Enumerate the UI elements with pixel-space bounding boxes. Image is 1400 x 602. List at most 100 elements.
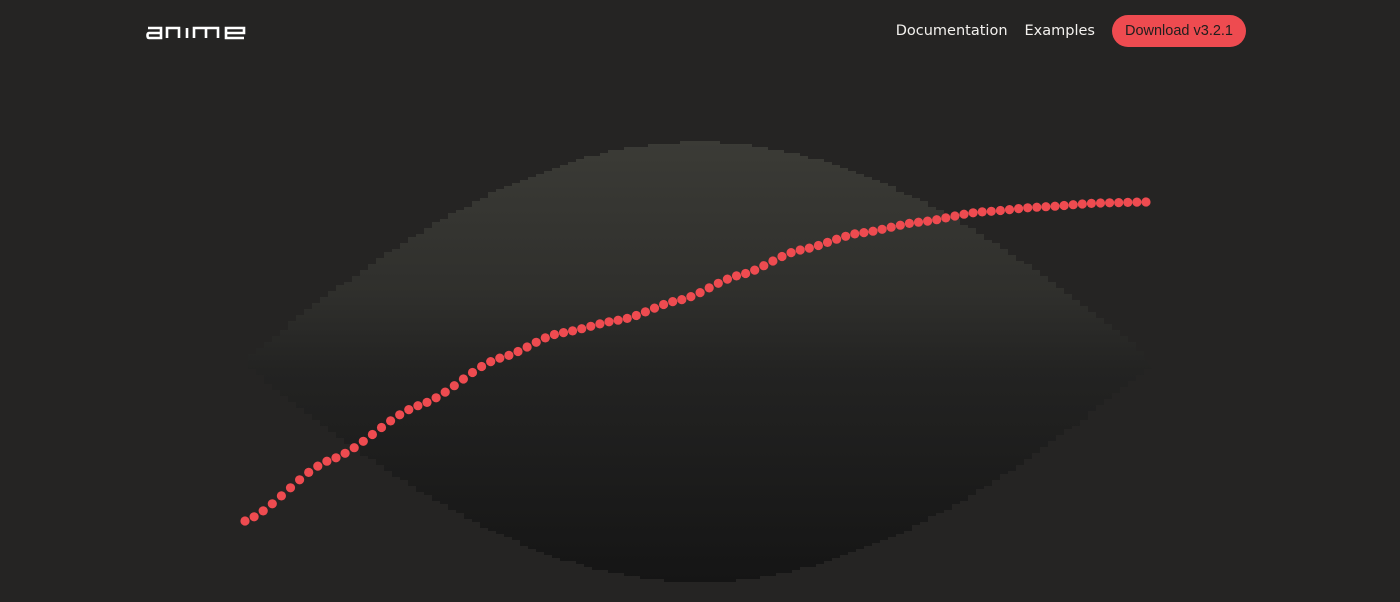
animated-dot: [850, 229, 860, 239]
anime-wordmark-logo[interactable]: [146, 21, 246, 41]
animated-dot: [768, 256, 778, 266]
animated-dot: [395, 410, 405, 420]
animated-dot: [440, 387, 450, 397]
animated-dot: [258, 506, 268, 516]
animated-dot: [622, 313, 632, 323]
animated-dot: [1014, 204, 1024, 214]
animated-dot: [285, 483, 296, 493]
animated-dot: [586, 321, 596, 331]
animated-dot: [386, 416, 396, 426]
animated-dot: [859, 228, 869, 238]
animated-dot: [422, 397, 432, 407]
animated-dot: [522, 342, 532, 352]
animated-dot: [467, 367, 478, 378]
animated-dot: [558, 328, 569, 338]
animated-dot: [841, 231, 851, 241]
animated-dot: [1095, 198, 1106, 208]
animated-dot: [932, 215, 942, 225]
header: Documentation Examples Download v3.2.1: [0, 0, 1400, 62]
animated-dot: [1059, 200, 1069, 211]
animated-dot: [458, 374, 468, 384]
animated-dot: [1050, 201, 1060, 211]
animated-dot: [950, 211, 960, 221]
main-nav: Documentation Examples Download v3.2.1: [896, 15, 1246, 47]
animated-dot: [832, 234, 842, 244]
animated-dot: [804, 243, 814, 253]
animated-dot: [649, 303, 660, 313]
animated-dot: [713, 278, 723, 288]
animated-dot: [668, 297, 678, 307]
animated-dot: [376, 422, 387, 433]
animated-dot: [1141, 197, 1151, 207]
animated-dot: [513, 346, 523, 357]
nav-documentation-link[interactable]: Documentation: [895, 23, 1008, 39]
animated-dot: [1132, 197, 1142, 207]
animated-dot: [486, 357, 496, 367]
animated-dot: [786, 248, 796, 258]
animated-dot: [977, 207, 987, 217]
animated-dot: [1041, 202, 1051, 212]
animated-dot: [349, 443, 359, 453]
animated-dot: [913, 217, 924, 227]
animated-dot: [1105, 198, 1115, 208]
animated-dot: [822, 237, 833, 247]
animated-dot: [722, 274, 733, 284]
animated-dot: [477, 361, 487, 372]
animated-dot: [695, 288, 705, 298]
animated-dot: [1086, 198, 1096, 208]
animated-dot: [1032, 202, 1042, 212]
animated-dot: [240, 516, 250, 526]
animated-dot: [322, 456, 332, 466]
animated-dot: [704, 283, 714, 293]
animated-dot: [276, 491, 286, 501]
animated-dot: [677, 295, 687, 305]
animated-dot: [431, 393, 441, 403]
animated-dot: [504, 350, 514, 360]
animated-dot: [868, 226, 878, 236]
animated-dot: [1077, 199, 1087, 209]
download-button[interactable]: Download v3.2.1: [1111, 15, 1246, 47]
lens-shape: [240, 141, 1152, 582]
animated-dot: [295, 475, 305, 485]
animated-dot: [777, 251, 787, 262]
animated-dot: [595, 319, 605, 329]
animated-dot: [540, 333, 550, 343]
animated-dot: [604, 317, 614, 327]
animated-dot: [904, 218, 915, 228]
animated-dot: [613, 315, 623, 325]
animated-dot: [1114, 198, 1124, 208]
animated-dot: [968, 208, 978, 218]
animated-dot: [304, 467, 314, 477]
animated-dot: [1123, 197, 1133, 207]
animated-dot: [367, 429, 377, 440]
animated-dot: [267, 499, 277, 509]
animated-dot: [549, 329, 560, 340]
animated-dot: [686, 292, 696, 302]
animated-dot: [995, 205, 1006, 216]
animated-dot: [358, 436, 368, 446]
animated-dot: [331, 453, 341, 463]
animated-dot: [531, 337, 541, 347]
animated-dot: [877, 224, 887, 234]
animated-dot: [659, 299, 669, 310]
animated-dot: [631, 310, 641, 321]
animated-dot: [1068, 200, 1078, 210]
animated-dot: [249, 512, 259, 522]
dots-line: [240, 197, 1151, 526]
animated-dot: [413, 401, 423, 411]
animated-dot: [886, 222, 896, 232]
animated-dot: [1004, 205, 1015, 215]
animated-dot: [923, 216, 933, 226]
animated-dot: [1023, 203, 1033, 213]
animated-dot: [795, 245, 805, 255]
animated-dot: [741, 268, 751, 279]
animated-dot: [731, 271, 742, 281]
animated-dot: [895, 220, 905, 230]
animated-dot: [340, 448, 350, 458]
nav-examples-link[interactable]: Examples: [1024, 23, 1095, 39]
animated-dot: [941, 213, 951, 223]
animated-dot: [577, 324, 587, 334]
animated-dot: [640, 307, 651, 317]
